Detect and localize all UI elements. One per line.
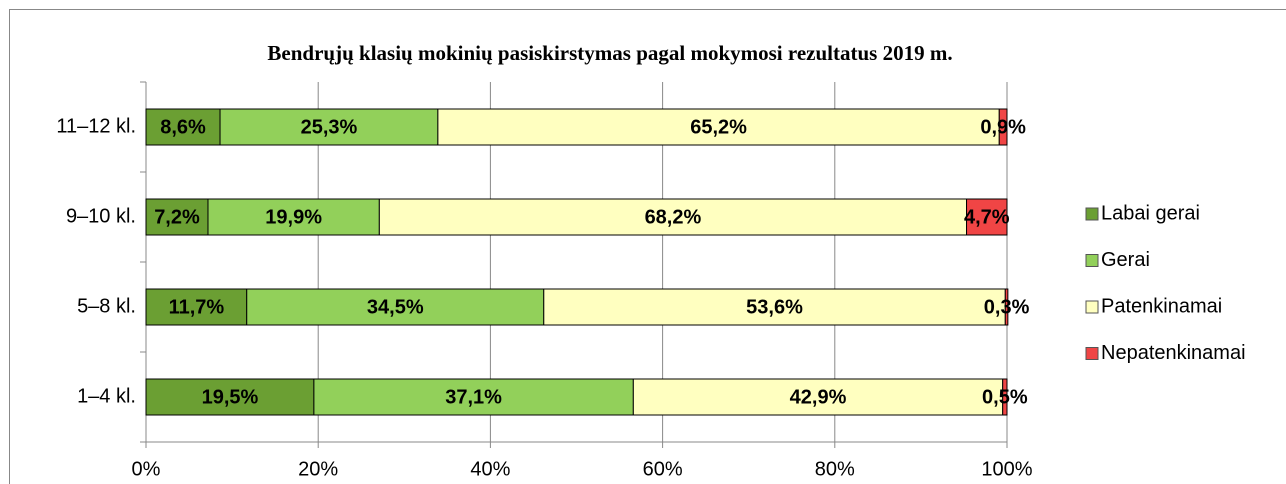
legend-swatch: [1085, 300, 1099, 314]
bar-segment: [543, 288, 1006, 326]
legend-label: Patenkinamai: [1101, 295, 1222, 317]
data-label: 11,7%: [169, 296, 225, 318]
bar-segment: [966, 198, 1008, 236]
y-tick-label: 9–10 kl.: [66, 205, 136, 227]
bar-segment: [632, 378, 1004, 416]
data-label: 37,1%: [445, 386, 502, 408]
bar-segment: [246, 288, 545, 326]
data-label: 8,6%: [160, 116, 206, 138]
data-label: 42,9%: [790, 386, 847, 408]
data-label: 65,2%: [690, 116, 747, 138]
data-label: 7,2%: [154, 206, 200, 228]
data-label: 19,5%: [202, 386, 259, 408]
legend-label: Labai gerai: [1101, 202, 1200, 224]
legend-label: Gerai: [1101, 249, 1150, 271]
legend-swatch: [1085, 254, 1099, 267]
data-label: 68,2%: [645, 206, 702, 228]
data-label: 0,9%: [980, 116, 1026, 138]
y-tick-label: 1–4 kl.: [77, 385, 136, 407]
data-label: 0,3%: [984, 296, 1030, 318]
data-label: 0,5%: [982, 386, 1028, 408]
chart-title: Bendrųjų klasių mokinių pasiskirstymas p…: [267, 41, 952, 65]
bar-segment: [1002, 378, 1008, 416]
x-tick-label: 100%: [981, 458, 1032, 480]
x-tick-label: 60%: [643, 458, 683, 480]
legend-label: Nepatenkinamai: [1101, 342, 1246, 364]
bar-segment: [219, 108, 439, 146]
bar-segment: [998, 108, 1008, 146]
bar-segment: [145, 378, 315, 416]
chart-border: [9, 9, 1286, 484]
y-tick-label: 11–12 kl.: [56, 115, 136, 137]
x-tick-label: 0%: [132, 458, 161, 480]
data-label: 19,9%: [265, 206, 322, 228]
bar-segment: [313, 378, 634, 416]
bar-segment: [207, 198, 380, 236]
legend-swatch: [1085, 347, 1099, 360]
y-tick-label: 5–8 kl.: [77, 295, 136, 317]
bar-segment: [145, 288, 248, 326]
legend-swatch: [1085, 207, 1099, 221]
bar-segment: [1004, 288, 1009, 326]
x-tick-label: 40%: [470, 458, 510, 480]
bar-segment: [378, 198, 968, 236]
data-label: 4,7%: [964, 206, 1010, 228]
x-tick-label: 80%: [815, 458, 855, 480]
data-label: 53,6%: [746, 296, 803, 318]
bar-segment: [437, 108, 1000, 146]
x-tick-label: 20%: [298, 458, 338, 480]
data-label: 34,5%: [367, 296, 424, 318]
data-label: 25,3%: [301, 116, 358, 138]
